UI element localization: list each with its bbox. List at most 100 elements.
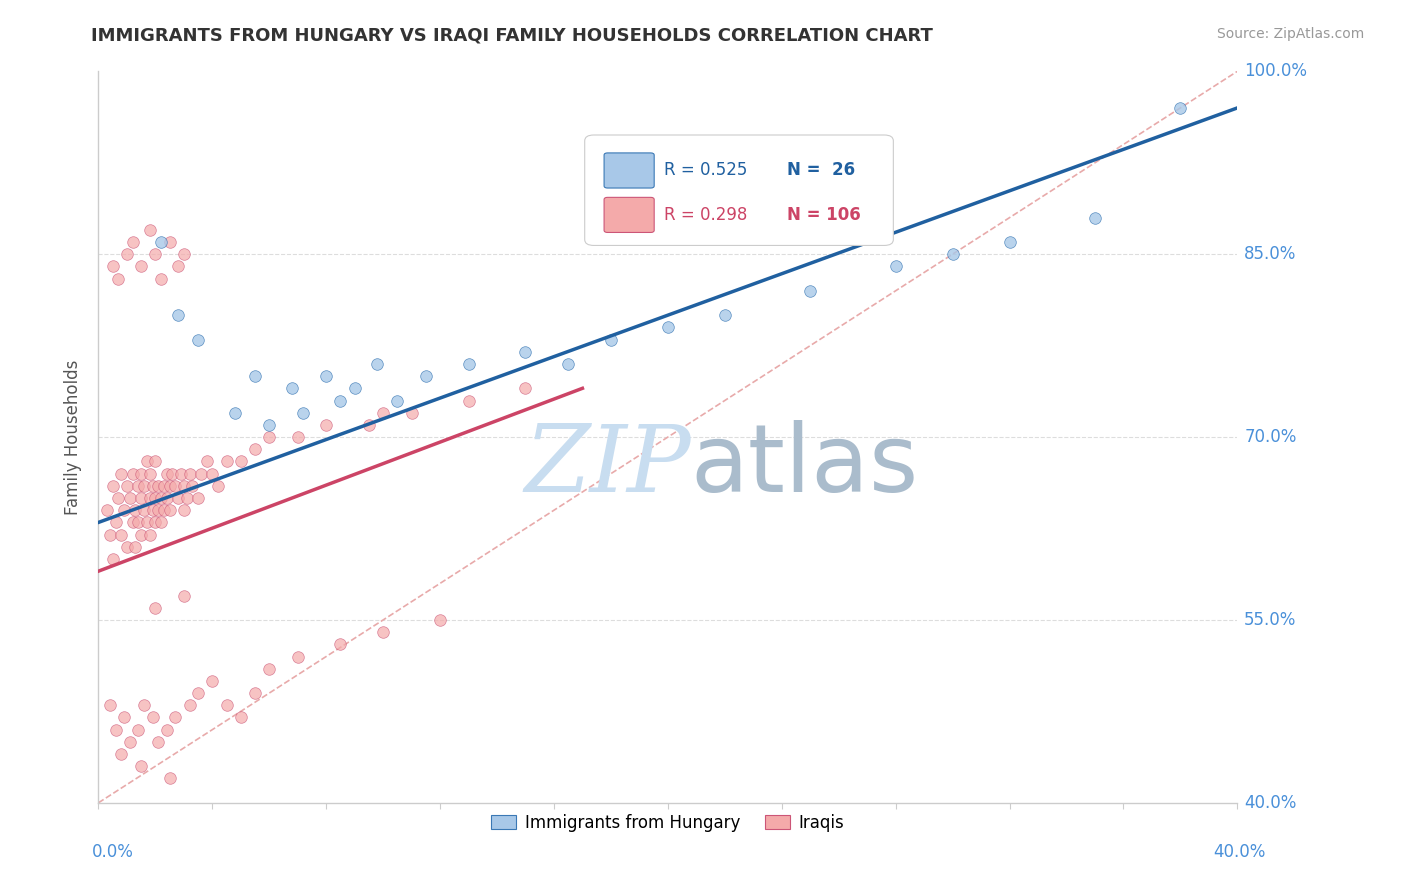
- Point: [998, 235, 1021, 249]
- Point: [1170, 101, 1192, 115]
- Point: [96, 503, 118, 517]
- Point: [243, 369, 266, 384]
- Point: [159, 479, 181, 493]
- Legend: Immigrants from Hungary, Iraqis: Immigrants from Hungary, Iraqis: [485, 807, 851, 838]
- Point: [287, 430, 309, 444]
- Point: [281, 381, 304, 395]
- Point: [110, 467, 132, 481]
- FancyBboxPatch shape: [605, 197, 654, 233]
- Point: [153, 479, 176, 493]
- Point: [98, 698, 121, 713]
- FancyBboxPatch shape: [585, 135, 893, 245]
- Point: [259, 662, 281, 676]
- Point: [129, 260, 152, 274]
- Point: [112, 503, 135, 517]
- Point: [129, 527, 152, 541]
- Point: [145, 491, 167, 505]
- Point: [148, 503, 170, 517]
- Text: IMMIGRANTS FROM HUNGARY VS IRAQI FAMILY HOUSEHOLDS CORRELATION CHART: IMMIGRANTS FROM HUNGARY VS IRAQI FAMILY …: [91, 27, 934, 45]
- Text: Source: ZipAtlas.com: Source: ZipAtlas.com: [1216, 27, 1364, 41]
- Point: [138, 467, 160, 481]
- Point: [115, 247, 138, 261]
- Point: [229, 454, 252, 468]
- Point: [167, 491, 190, 505]
- Point: [165, 710, 187, 724]
- Point: [179, 698, 201, 713]
- Point: [150, 271, 173, 285]
- Point: [371, 625, 394, 640]
- Point: [101, 479, 124, 493]
- Point: [124, 540, 146, 554]
- Point: [101, 552, 124, 566]
- Point: [165, 479, 187, 493]
- Point: [150, 516, 173, 530]
- Point: [127, 479, 149, 493]
- FancyBboxPatch shape: [605, 153, 654, 188]
- Point: [112, 710, 135, 724]
- Point: [135, 516, 157, 530]
- Point: [129, 467, 152, 481]
- Point: [159, 772, 181, 786]
- Text: N = 106: N = 106: [787, 206, 862, 224]
- Point: [107, 491, 129, 505]
- Point: [429, 613, 451, 627]
- Point: [173, 589, 195, 603]
- Point: [141, 479, 163, 493]
- Point: [118, 491, 141, 505]
- Point: [387, 393, 409, 408]
- Point: [401, 406, 423, 420]
- Point: [118, 735, 141, 749]
- Point: [145, 516, 167, 530]
- Point: [457, 357, 479, 371]
- Point: [127, 723, 149, 737]
- Point: [515, 381, 537, 395]
- Point: [145, 600, 167, 615]
- Point: [156, 467, 179, 481]
- Point: [148, 735, 170, 749]
- Point: [150, 491, 173, 505]
- Point: [515, 344, 537, 359]
- Point: [173, 247, 195, 261]
- Text: R = 0.298: R = 0.298: [665, 206, 748, 224]
- Point: [127, 516, 149, 530]
- Text: 85.0%: 85.0%: [1244, 245, 1296, 263]
- Point: [145, 247, 167, 261]
- Point: [243, 686, 266, 700]
- Point: [243, 442, 266, 457]
- Point: [121, 235, 143, 249]
- Point: [415, 369, 437, 384]
- Point: [187, 333, 209, 347]
- Point: [170, 467, 193, 481]
- Point: [201, 673, 224, 688]
- Point: [132, 503, 155, 517]
- Text: 40.0%: 40.0%: [1213, 843, 1265, 861]
- Point: [148, 479, 170, 493]
- Point: [259, 417, 281, 432]
- Text: 40.0%: 40.0%: [1244, 794, 1296, 812]
- Point: [98, 527, 121, 541]
- Text: atlas: atlas: [690, 420, 920, 512]
- Y-axis label: Family Households: Family Households: [65, 359, 83, 515]
- Point: [201, 467, 224, 481]
- Point: [121, 467, 143, 481]
- Point: [1084, 211, 1107, 225]
- Text: R = 0.525: R = 0.525: [665, 161, 748, 179]
- Point: [156, 491, 179, 505]
- Point: [101, 260, 124, 274]
- Point: [187, 686, 209, 700]
- Point: [195, 454, 218, 468]
- Point: [173, 503, 195, 517]
- Point: [176, 491, 198, 505]
- Point: [457, 393, 479, 408]
- Point: [132, 479, 155, 493]
- Point: [129, 759, 152, 773]
- Text: N =  26: N = 26: [787, 161, 856, 179]
- Point: [107, 271, 129, 285]
- Point: [138, 527, 160, 541]
- Point: [110, 747, 132, 761]
- Point: [156, 723, 179, 737]
- Point: [153, 503, 176, 517]
- Point: [315, 369, 337, 384]
- Point: [135, 454, 157, 468]
- Point: [138, 491, 160, 505]
